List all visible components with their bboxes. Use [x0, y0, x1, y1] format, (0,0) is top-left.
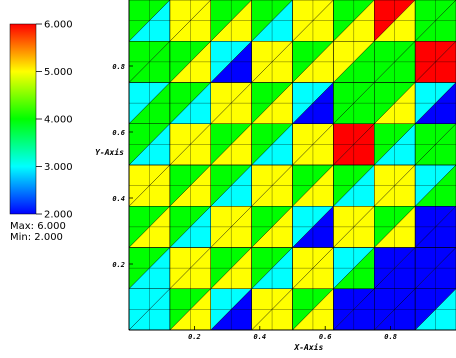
- min-label: Min: 2.000: [10, 232, 63, 243]
- y-tick-label: 0.8: [112, 63, 125, 71]
- max-label: Max: 6.000: [10, 221, 66, 232]
- axes: 0.2 0.4 0.6 0.8 0.2 0.4 0.6 0.8 X-Axis Y-Axis: [95, 0, 456, 352]
- mesh-lines: [128, 0, 456, 331]
- colorbar-gradient: [9, 23, 37, 215]
- colorbar-ticks: 6.000 5.000 4.000 3.000 2.000: [36, 20, 73, 221]
- x-tick-label: 0.6: [319, 333, 332, 341]
- x-tick-label: 0.8: [384, 333, 397, 341]
- y-tick-label: 0.2: [112, 261, 125, 269]
- x-axis-label: X-Axis: [293, 342, 323, 352]
- y-axis-label: Y-Axis: [95, 147, 124, 157]
- colorbar-tick-label: 4.000: [44, 115, 73, 126]
- colorbar-tick-label: 5.000: [44, 67, 73, 78]
- colorbar-tick-label: 2.000: [44, 210, 73, 221]
- colorbar-tick-label: 3.000: [44, 162, 73, 173]
- colorbar-tick-label: 6.000: [44, 20, 73, 31]
- colorbar: 6.000 5.000 4.000 3.000 2.000: [0, 0, 120, 260]
- y-tick-label: 0.4: [112, 195, 125, 203]
- x-tick-label: 0.2: [188, 333, 201, 341]
- y-tick-label: 0.6: [112, 129, 125, 137]
- x-tick-label: 0.4: [253, 333, 266, 341]
- colorbar-svg: 6.000 5.000 4.000 3.000 2.000: [9, 20, 73, 221]
